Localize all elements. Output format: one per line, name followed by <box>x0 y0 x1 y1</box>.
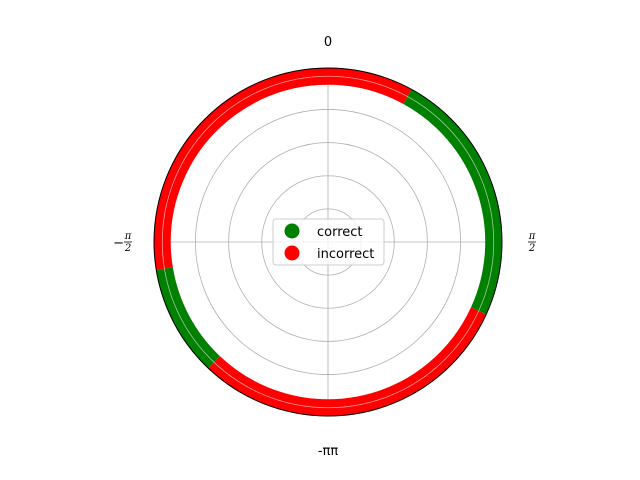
polar-frame <box>153 67 503 417</box>
incorrect-arc-1 <box>208 307 487 417</box>
legend: correct incorrect <box>272 218 385 266</box>
correct-legend-marker <box>284 223 300 239</box>
correct-arc-2 <box>156 267 220 369</box>
angular-tick-labels: 0π2-ππ− π2 <box>113 35 536 459</box>
tick-label: -ππ <box>318 444 339 459</box>
angular-tick-4: − π2 <box>113 231 132 254</box>
angular-tick-1: 0 <box>324 35 332 50</box>
legend-frame <box>272 218 385 266</box>
tick-label-denominator: 2 <box>124 243 131 254</box>
incorrect-legend-marker <box>284 245 300 261</box>
tick-label-numerator: π <box>124 231 132 242</box>
incorrect-legend-label: incorrect <box>317 247 374 262</box>
tick-label-sign: − <box>113 236 124 251</box>
data-arcs <box>153 67 503 417</box>
angular-tick-2: π2 <box>528 231 536 254</box>
tick-label-denominator: 2 <box>528 243 535 254</box>
polar-spine <box>153 67 503 417</box>
tick-label: 0 <box>324 35 332 50</box>
angular-tick-3: -ππ <box>318 444 339 459</box>
outer-gridline-overlay <box>161 75 495 409</box>
correct-legend-label: correct <box>317 225 363 240</box>
tick-label-numerator: π <box>528 231 536 242</box>
